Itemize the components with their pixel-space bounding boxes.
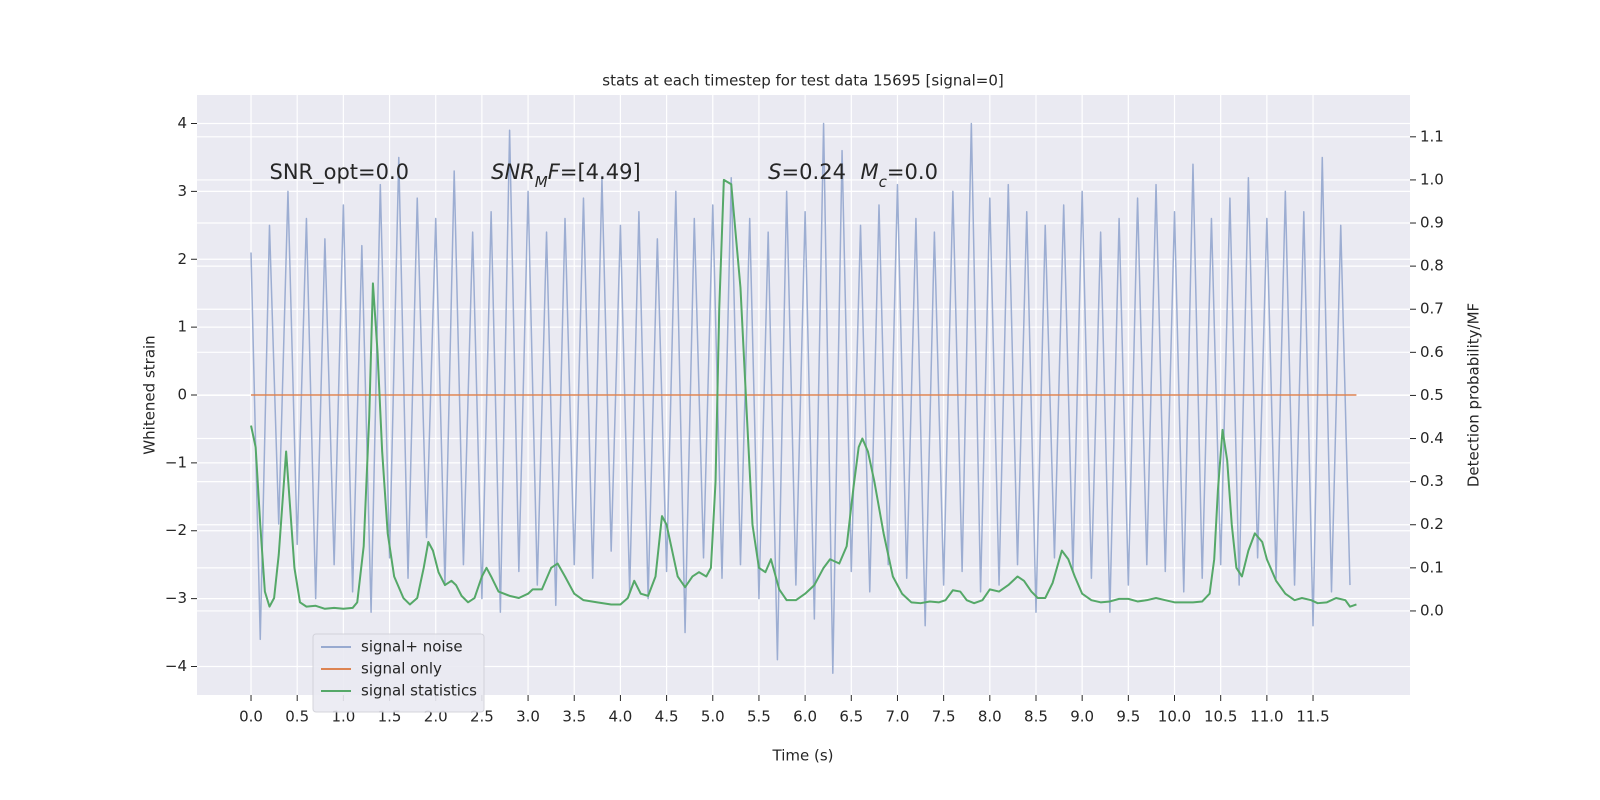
x-tick-label: 9.0	[1070, 708, 1094, 726]
y-tick-label: −2	[165, 521, 187, 539]
x-tick-label: 7.5	[932, 708, 956, 726]
y-axis-label: Whitened strain	[141, 335, 159, 454]
y2-axis-label: Detection probability/MF	[1465, 303, 1483, 487]
y-tick-label: 1	[177, 318, 187, 336]
y2-tick-label: 0.3	[1420, 472, 1444, 490]
x-tick-label: 3.0	[516, 708, 540, 726]
legend-label: signal only	[361, 660, 442, 678]
x-tick-label: 0.5	[285, 708, 309, 726]
y-tick-label: −3	[165, 589, 187, 607]
annotation: SNRMF=[4.49]	[491, 160, 641, 191]
x-tick-label: 0.0	[239, 708, 263, 726]
legend-label: signal statistics	[361, 682, 477, 700]
x-tick-label: 11.0	[1250, 708, 1283, 726]
x-tick-label: 4.5	[655, 708, 679, 726]
y2-tick-label: 0.9	[1420, 214, 1444, 232]
x-tick-label: 11.5	[1296, 708, 1329, 726]
x-tick-label: 5.5	[747, 708, 771, 726]
annotation: Mc=0.0	[861, 160, 938, 191]
x-tick-label: 5.0	[701, 708, 725, 726]
y-tick-label: 3	[177, 182, 187, 200]
y2-tick-label: 0.7	[1420, 300, 1444, 318]
y2-tick-label: 0.4	[1420, 429, 1444, 447]
series-line	[250, 122, 1351, 675]
annotation: S=0.24	[768, 160, 846, 184]
x-tick-label: 4.0	[608, 708, 632, 726]
x-tick-label: 10.5	[1204, 708, 1237, 726]
y-tick-label: 0	[177, 386, 187, 404]
y2-tick-label: 0.5	[1420, 386, 1444, 404]
y2-tick-label: 0.6	[1420, 343, 1444, 361]
y2-tick-label: 0.0	[1420, 601, 1444, 619]
x-tick-label: 6.5	[839, 708, 863, 726]
labels: 0.0 0.5 1.0 1.5 2.0 2.5 3.0 3.5 4.0 4.5 5.0 5.5 6.0 6…	[165, 114, 1444, 725]
y-tick-label: −4	[165, 657, 187, 675]
x-tick-label: 9.5	[1116, 708, 1140, 726]
series-line	[250, 178, 1357, 610]
y2-tick-label: 0.2	[1420, 515, 1444, 533]
legend-label: signal+ noise	[361, 638, 463, 656]
y-tick-label: −1	[165, 453, 187, 471]
x-tick-label: 3.5	[562, 708, 586, 726]
x-tick-label: 8.5	[1024, 708, 1048, 726]
x-tick-label: 6.0	[793, 708, 817, 726]
x-axis-label: Time (s)	[772, 747, 834, 765]
y2-tick-label: 0.8	[1420, 257, 1444, 275]
x-tick-label: 10.0	[1158, 708, 1191, 726]
y2-tick-label: 0.1	[1420, 558, 1444, 576]
x-tick-label: 8.0	[978, 708, 1002, 726]
annotation: SNR_opt=0.0	[269, 160, 409, 185]
x-tick-label: 7.0	[886, 708, 910, 726]
legend-box	[312, 633, 485, 713]
y2-tick-label: 1.1	[1420, 127, 1444, 145]
y2-tick-label: 1.0	[1420, 170, 1444, 188]
y-tick-label: 2	[177, 250, 187, 268]
y-tick-label: 4	[177, 114, 187, 132]
chart-title: stats at each timestep for test data 156…	[602, 72, 1003, 90]
marks	[250, 122, 1357, 675]
